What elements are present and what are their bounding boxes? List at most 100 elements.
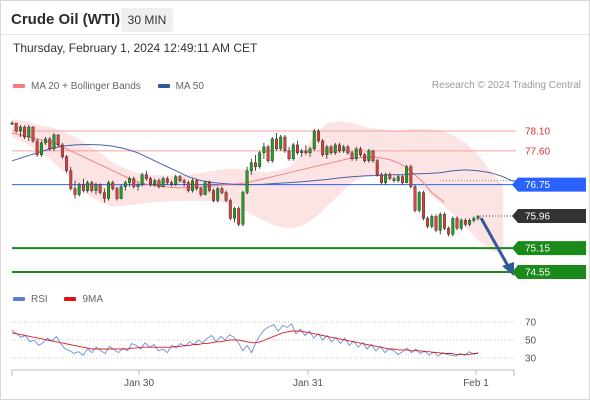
candle-body [266, 146, 270, 161]
candle-body [65, 156, 69, 171]
candle-body [161, 178, 165, 187]
level-tag-75.96 [512, 208, 586, 223]
candle-body [228, 200, 232, 219]
candle-body [350, 152, 354, 160]
candle-body [459, 220, 463, 229]
level-tag-76.75 [512, 177, 586, 192]
candle-body [384, 174, 388, 183]
timeframe-badge[interactable]: 30 MIN [121, 8, 173, 32]
candle-body [207, 182, 211, 191]
candle-body [388, 174, 392, 179]
rsi-legend: RSI 9MA [13, 293, 117, 305]
level-label-75.96: 75.96 [525, 211, 550, 222]
legend-label-9ma: 9MA [82, 293, 104, 305]
candle-body [191, 180, 194, 191]
candle-body [245, 170, 249, 193]
price-legend: MA 20 + Bollinger Bands MA 50 [13, 80, 218, 92]
candle-body [463, 220, 467, 225]
legend-label-rsi: RSI [31, 293, 48, 305]
candle-body [86, 182, 90, 191]
candle-body [296, 144, 299, 154]
rsi-panel: 70 50 30 [11, 318, 537, 365]
candle-body [102, 192, 106, 199]
candle-body [73, 188, 77, 195]
candle-body [174, 176, 178, 185]
candle-body [212, 190, 215, 201]
forecast-arrow-head-icon [502, 262, 514, 277]
x-tick-label-1: Jan 31 [293, 378, 323, 389]
candle-body [367, 150, 371, 161]
candle-body [144, 174, 148, 179]
rsi-tick-70: 70 [525, 318, 537, 329]
level-tags: 78.10 77.60 76.75 75.96 75.15 74.55 [512, 127, 586, 279]
candle-body [199, 188, 203, 195]
candle-body [35, 140, 39, 156]
candle-body [220, 188, 224, 193]
candle-body [149, 178, 152, 185]
candle-body [405, 166, 409, 183]
candle-body [98, 184, 102, 193]
candle-body [90, 182, 94, 191]
legend-label-ma20: MA 20 + Bollinger Bands [31, 80, 141, 92]
candle-body [182, 180, 186, 183]
candle-body [287, 150, 291, 160]
candle-body [249, 162, 253, 171]
rsi-tick-50: 50 [525, 336, 537, 347]
candle-body [107, 182, 111, 199]
candle-body [442, 214, 446, 229]
candle-body [300, 150, 304, 154]
x-tick-label-0: Jan 30 [124, 378, 154, 389]
candle-body [56, 134, 60, 146]
candle-body [283, 136, 287, 152]
candle-body [258, 152, 262, 167]
candle-body [400, 176, 404, 183]
x-tick-label-2: Feb 1 [463, 378, 489, 389]
candle-body [170, 182, 173, 185]
level-label-74.55: 74.55 [525, 268, 550, 279]
candle-body [140, 174, 144, 185]
candle-body [216, 188, 220, 201]
candle-body [10, 122, 14, 125]
candle-body [262, 146, 266, 154]
candle-body [60, 144, 64, 158]
candle-body [346, 146, 350, 154]
candle-body [132, 178, 136, 187]
candle-body [23, 126, 27, 138]
price-levels [12, 130, 516, 273]
candle-body [468, 220, 472, 225]
candle-body [455, 218, 459, 229]
candle-body [392, 178, 396, 181]
level-label-77.60: 77.60 [525, 146, 550, 157]
rsi-9ma-line [11, 330, 478, 355]
legend-item-ma50: MA 50 [157, 81, 204, 92]
candle-body [354, 148, 358, 159]
candle-body [48, 138, 52, 150]
candle-body [44, 138, 48, 144]
candle-body [186, 182, 190, 191]
candle-body [94, 184, 98, 191]
candle-body [434, 216, 438, 231]
candle-body [115, 188, 119, 199]
bollinger-band [12, 119, 504, 255]
candle-body [18, 126, 22, 132]
candle-body [447, 228, 451, 235]
candle-body [165, 178, 169, 183]
candle-body [379, 174, 383, 183]
ma50-line [11, 143, 533, 186]
forecast-arrow [479, 217, 514, 277]
9ma-swatch-icon [64, 297, 77, 301]
candle-body [363, 154, 367, 161]
legend-item-9ma: 9MA [64, 294, 103, 305]
candle-body [233, 208, 236, 219]
candle-body [270, 138, 274, 161]
chart-timestamp: Thursday, February 1, 2024 12:49:11 AM C… [13, 41, 258, 55]
rsi-line [11, 323, 479, 357]
candle-body [430, 216, 434, 227]
forecast-arrow-shaft [479, 217, 510, 267]
candle-body [312, 130, 316, 150]
candle-body [275, 138, 278, 150]
candle-body [224, 192, 228, 201]
candle-body [203, 182, 207, 195]
candle-body [396, 176, 400, 181]
